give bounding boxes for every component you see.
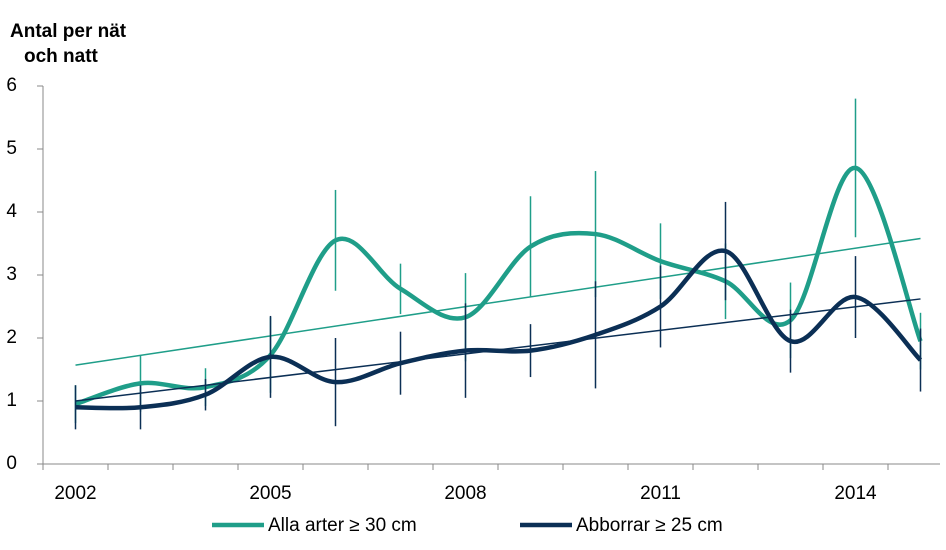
trend-line: [75, 237, 921, 366]
series-line: [75, 248, 923, 411]
y-tick-label: 0: [6, 453, 17, 474]
y-axis-label: och natt: [24, 46, 99, 67]
y-tick-label: 5: [6, 138, 17, 159]
legend-label: Alla arter ≥ 30 cm: [268, 515, 417, 536]
y-axis-label: Antal per nät: [10, 21, 127, 42]
x-tick-label: 2014: [834, 483, 877, 504]
y-tick-label: 2: [6, 327, 17, 348]
y-tick-label: 4: [6, 201, 17, 222]
legend-label: Abborrar ≥ 25 cm: [576, 515, 723, 536]
y-tick-label: 3: [6, 264, 17, 285]
x-tick-label: 2008: [444, 483, 486, 504]
x-tick-label: 2005: [249, 483, 291, 504]
y-tick-label: 1: [6, 390, 17, 411]
x-tick-label: 2002: [54, 483, 96, 504]
x-tick-label: 2011: [640, 483, 681, 504]
y-tick-label: 6: [6, 75, 17, 96]
series-line: [74, 165, 923, 407]
